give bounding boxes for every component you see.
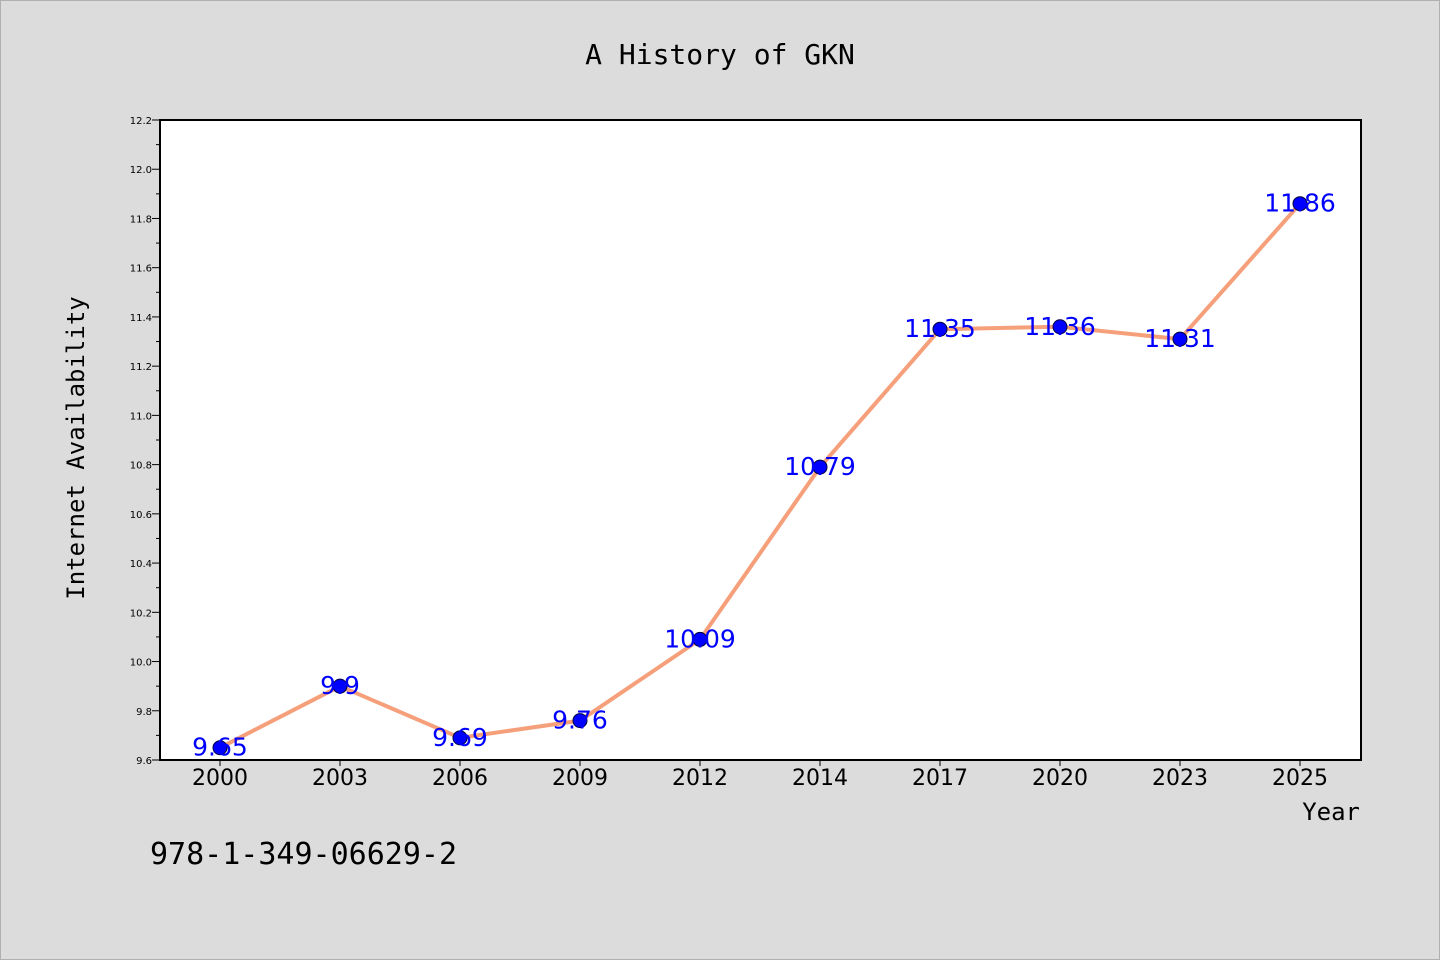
chart-title: A History of GKN	[585, 38, 855, 71]
data-label: 9.9	[320, 671, 360, 700]
x-tick-label: 2012	[672, 766, 728, 791]
plot-area	[160, 120, 1361, 760]
data-label: 11.35	[904, 314, 976, 343]
x-axis-label: Year	[1302, 798, 1360, 826]
x-tick-label: 2009	[552, 766, 608, 791]
y-tick-label: 10.0	[130, 658, 152, 669]
data-point	[572, 713, 588, 729]
series-line	[219, 202, 1302, 750]
x-tick-label: 2000	[192, 766, 248, 791]
data-labels: 9.65 9.9 9.69 9.76 10.09 10.79 11.35 11.36 11.31…	[192, 189, 1336, 762]
y-tick-label: 11.0	[130, 411, 152, 422]
x-tick-label: 2006	[432, 766, 488, 791]
y-tick-label: 10.6	[130, 510, 152, 521]
y-tick-label: 12.2	[130, 116, 152, 127]
y-tick-label: 10.8	[130, 461, 152, 472]
data-point	[932, 321, 948, 337]
data-point	[212, 740, 228, 756]
y-tick-label: 11.4	[130, 313, 152, 324]
isbn-annotation: 978-1-349-06629-2	[150, 837, 457, 872]
data-point	[452, 730, 468, 746]
y-tick-label: 12.0	[130, 165, 152, 176]
data-point	[1172, 331, 1188, 347]
x-tick-label: 2025	[1272, 766, 1328, 791]
data-point	[1052, 319, 1068, 335]
x-tick-label: 2017	[912, 766, 968, 791]
y-tick-label: 10.2	[130, 608, 152, 619]
plot-border	[159, 119, 1362, 761]
data-label: 10.79	[784, 452, 856, 481]
data-point	[812, 459, 828, 475]
x-tick-label: 2003	[312, 766, 368, 791]
x-tick-label: 2023	[1152, 766, 1208, 791]
data-label: 9.76	[552, 706, 608, 735]
y-tick-label: 11.2	[130, 362, 152, 373]
y-axis: 9.6 9.8 10.0 10.2 10.4 10.6 10.8 11.0 11.2 11.4 11…	[130, 116, 160, 767]
data-label: 11.36	[1024, 312, 1096, 341]
x-tick-label: 2014	[792, 766, 848, 791]
y-tick-label: 10.4	[130, 559, 152, 570]
data-label: 11.31	[1144, 324, 1216, 353]
y-tick-label: 9.8	[136, 707, 152, 718]
series-markers	[212, 196, 1308, 756]
data-point	[692, 631, 708, 647]
x-axis: 2000 2003 2006 2009 2012 2014 2017 2020 2023 2025	[192, 760, 1328, 791]
y-tick-label: 11.8	[130, 214, 152, 225]
data-label: 9.65	[192, 733, 248, 762]
y-tick-label: 9.6	[136, 756, 152, 767]
data-label: 9.69	[432, 723, 488, 752]
x-tick-label: 2020	[1032, 766, 1088, 791]
data-label: 10.09	[664, 624, 736, 653]
y-tick-label: 11.6	[130, 264, 152, 275]
y-axis-label: Internet Availability	[62, 296, 90, 599]
data-label: 11.86	[1264, 189, 1336, 218]
data-point	[332, 678, 348, 694]
data-point	[1292, 196, 1308, 212]
